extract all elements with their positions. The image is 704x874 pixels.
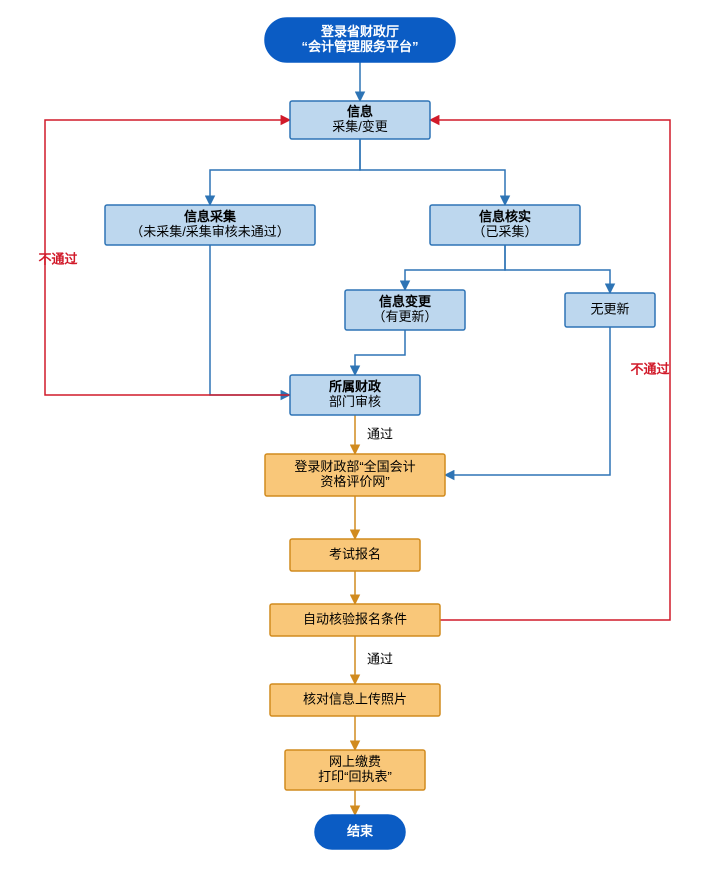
node-audit-line-1: 部门审核 [329,394,381,409]
node-login2: 登录财政部“全国会计资格评价网” [265,454,445,496]
edge-verify-noupd [505,245,610,293]
node-check-line-0: 自动核验报名条件 [303,611,407,626]
node-signup-line-0: 考试报名 [329,546,381,561]
edge-verify-change [405,245,505,290]
node-noupd: 无更新 [565,293,655,327]
node-start-line-0: 登录省财政厅 [320,24,399,39]
edge-label-audit-login2: 通过 [367,426,393,441]
node-change: 信息变更（有更新） [345,290,465,330]
edge-label-audit-info: 不通过 [38,251,77,266]
node-collect-line-0: 信息采集 [184,209,237,224]
node-audit: 所属财政部门审核 [290,375,420,415]
node-change-line-0: 信息变更 [379,294,432,309]
edge-info-verify [360,139,505,205]
node-end: 结束 [315,815,405,849]
edge-collect-audit [210,245,290,395]
edge-change-audit [355,330,405,375]
node-pay-line-1: 打印“回执表” [318,769,392,784]
node-pay: 网上缴费打印“回执表” [285,750,425,790]
edge-label-check-upload: 通过 [367,651,393,666]
node-login2-line-0: 登录财政部“全国会计 [294,459,415,474]
node-noupd-line-0: 无更新 [590,301,629,316]
node-upload: 核对信息上传照片 [270,684,440,716]
node-start-line-1: “会计管理服务平台” [301,39,418,54]
edge-audit-info [45,120,290,395]
node-info-line-0: 信息 [347,104,373,119]
node-start: 登录省财政厅“会计管理服务平台” [265,18,455,62]
node-collect: 信息采集（未采集/采集审核未通过） [105,205,315,245]
node-info-line-1: 采集/变更 [332,119,388,134]
node-verify-line-0: 信息核实 [479,209,531,224]
node-verify-line-1: （已采集） [472,224,537,239]
node-check: 自动核验报名条件 [270,604,440,636]
flowchart-canvas: 通过通过不通过不通过登录省财政厅“会计管理服务平台”信息采集/变更信息采集（未采… [0,0,704,874]
edge-info-collect [210,139,360,205]
node-signup: 考试报名 [290,539,420,571]
edge-label-check-info: 不通过 [630,361,669,376]
node-end-line-0: 结束 [347,823,374,838]
node-audit-line-0: 所属财政 [329,379,382,394]
edge-noupd-login2 [445,327,610,475]
node-collect-line-1: （未采集/采集审核未通过） [130,224,290,239]
node-login2-line-1: 资格评价网” [320,474,389,489]
node-verify: 信息核实（已采集） [430,205,580,245]
node-change-line-1: （有更新） [372,309,437,324]
node-upload-line-0: 核对信息上传照片 [303,691,407,706]
node-pay-line-0: 网上缴费 [329,754,381,769]
node-info: 信息采集/变更 [290,101,430,139]
